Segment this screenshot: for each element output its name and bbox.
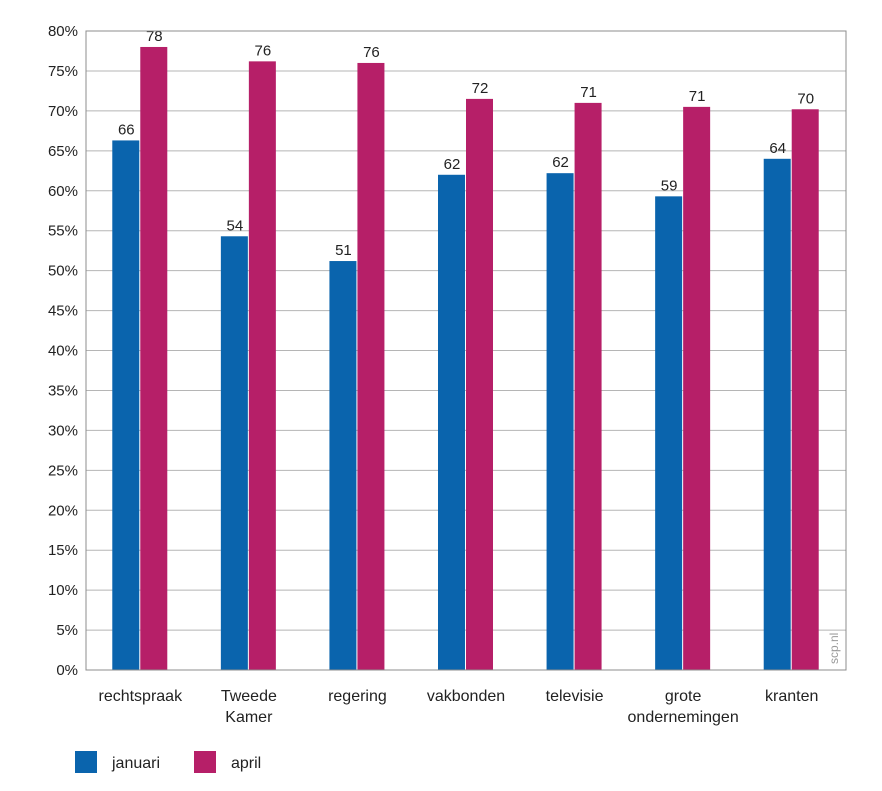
data-label-januari: 59 xyxy=(661,177,678,194)
data-label-januari: 66 xyxy=(118,121,135,138)
data-label-januari: 54 xyxy=(227,217,244,234)
y-tick-label: 15% xyxy=(48,542,78,559)
data-label-april: 78 xyxy=(146,28,163,45)
data-label-april: 76 xyxy=(363,44,380,61)
category-label: grote xyxy=(665,688,702,705)
y-tick-label: 30% xyxy=(48,422,78,439)
data-label-januari: 62 xyxy=(552,154,569,171)
legend: januari april xyxy=(75,751,261,773)
bar-april xyxy=(683,106,711,671)
y-tick-label: 75% xyxy=(48,63,78,80)
y-tick-label: 10% xyxy=(48,582,78,599)
bar-april xyxy=(466,98,493,671)
y-tick-label: 40% xyxy=(48,343,78,360)
watermark-text: scp.nl xyxy=(827,633,841,664)
data-labels: 66 78 54 76 51 76 62 72 62 71 59 71 64 70 xyxy=(118,28,814,259)
bar-januari xyxy=(763,158,791,671)
data-label-april: 76 xyxy=(255,42,272,59)
category-label: ondernemingen xyxy=(628,709,739,726)
category-label: kranten xyxy=(765,688,818,705)
y-tick-label: 55% xyxy=(48,223,78,240)
legend-swatch-januari xyxy=(75,751,97,773)
plot-frame xyxy=(85,30,847,671)
y-tick-label: 45% xyxy=(48,303,78,320)
y-tick-label: 80% xyxy=(48,23,78,40)
legend-label-januari: januari xyxy=(111,755,160,772)
data-label-april: 72 xyxy=(472,80,489,97)
category-label: regering xyxy=(328,688,387,705)
data-label-april: 70 xyxy=(797,90,814,107)
category-label: televisie xyxy=(546,688,604,705)
bar-april xyxy=(791,109,819,671)
bar-januari xyxy=(438,174,465,670)
category-label: vakbonden xyxy=(427,688,505,705)
category-label: rechtspraak xyxy=(98,688,183,705)
data-label-januari: 51 xyxy=(335,242,352,259)
bar-januari xyxy=(112,140,140,670)
legend-label-april: april xyxy=(231,755,261,772)
data-label-april: 71 xyxy=(689,88,706,105)
data-label-april: 71 xyxy=(580,84,597,101)
y-tick-label: 25% xyxy=(48,462,78,479)
y-tick-label: 20% xyxy=(48,502,78,519)
legend-swatch-april xyxy=(194,751,216,773)
y-tick-label: 50% xyxy=(48,263,78,280)
category-label: Tweede xyxy=(221,688,277,705)
y-axis-ticks: 0% 5% 10% 15% 20% 25% 30% 35% 40% 45% 50% 55% 60% 65%… xyxy=(48,23,78,679)
data-label-januari: 64 xyxy=(769,140,786,157)
y-tick-label: 60% xyxy=(48,183,78,200)
category-label: Kamer xyxy=(225,709,273,726)
y-tick-label: 70% xyxy=(48,103,78,120)
bar-april xyxy=(357,62,385,670)
y-tick-label: 5% xyxy=(56,622,78,639)
x-axis-categories: rechtspraak Tweede Kamer regering vakbonden t… xyxy=(98,688,818,726)
bars xyxy=(112,46,819,671)
bar-april xyxy=(140,46,168,671)
bar-januari xyxy=(220,236,248,670)
bar-januari xyxy=(546,173,574,671)
bar-januari xyxy=(329,261,357,670)
bar-januari xyxy=(655,196,683,670)
data-label-januari: 62 xyxy=(444,156,461,173)
y-tick-label: 65% xyxy=(48,143,78,160)
bar-april xyxy=(248,61,276,671)
bar-april xyxy=(574,102,602,670)
y-tick-label: 0% xyxy=(56,662,78,679)
y-tick-label: 35% xyxy=(48,382,78,399)
